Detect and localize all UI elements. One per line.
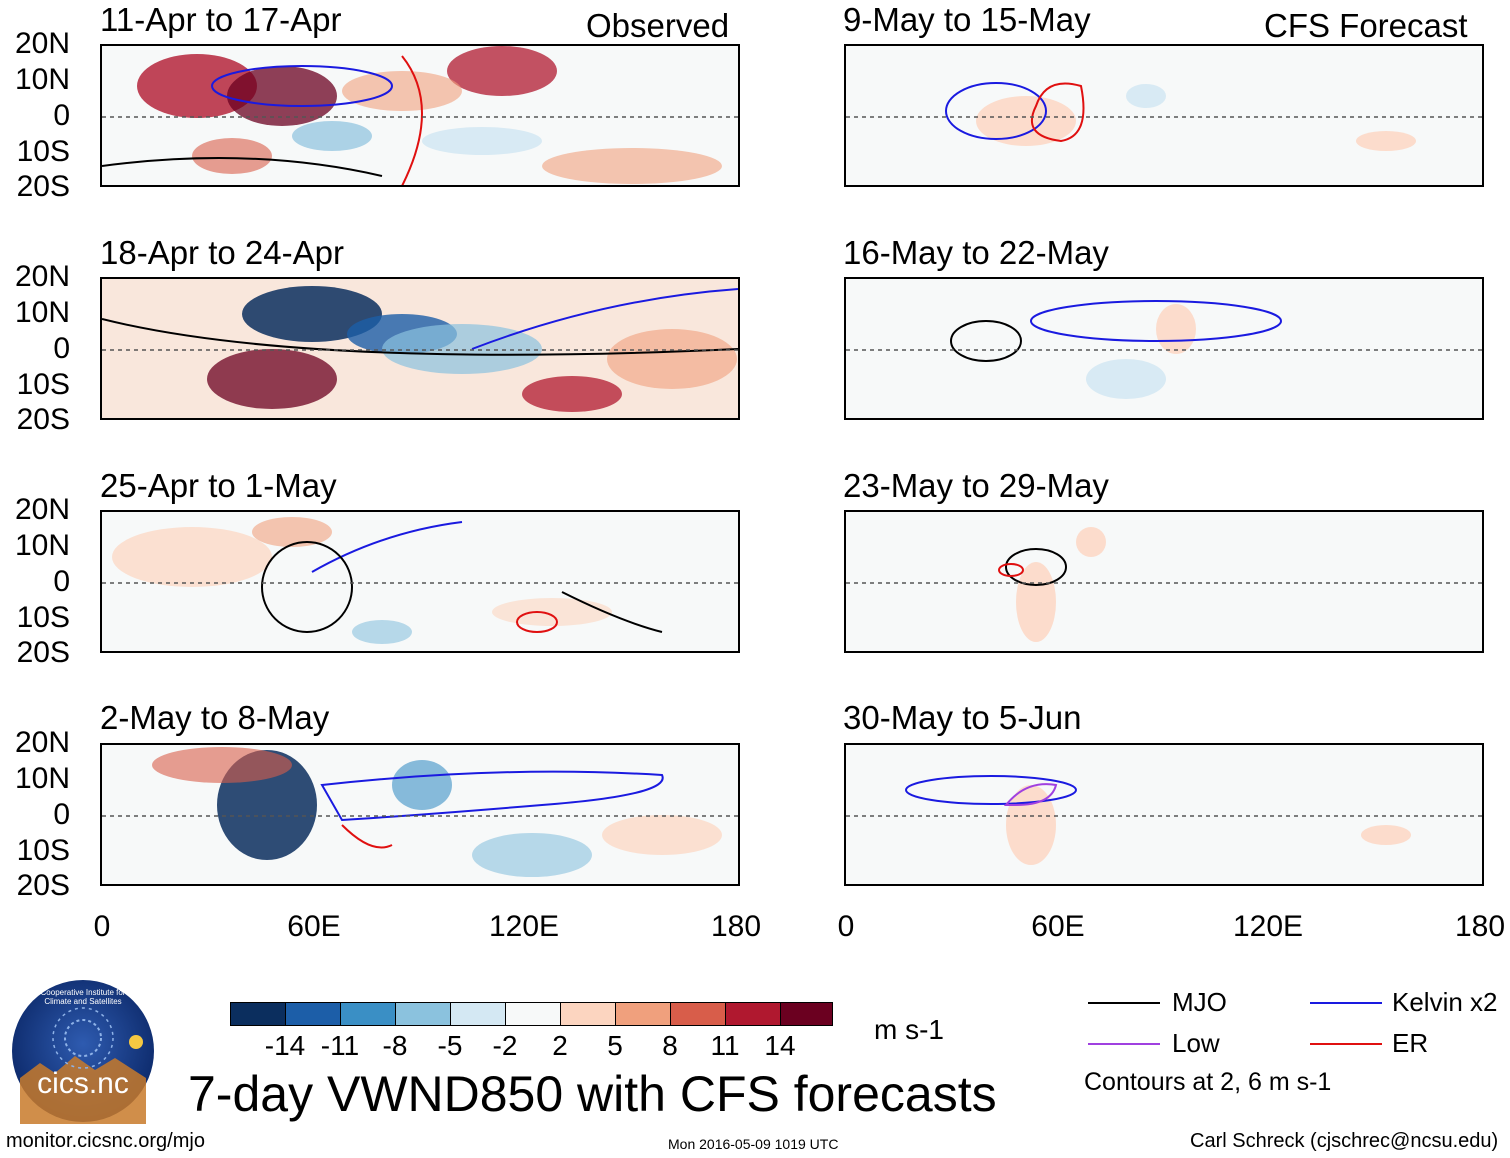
lat-label: 10S [16,135,70,168]
lat-label: 20N [14,27,70,60]
lat-label: 10N [14,762,70,795]
forecast-map-3 [844,510,1484,653]
colorbar-label: -5 [437,1030,463,1061]
footer-timestamp: Mon 2016-05-09 1019 UTC [668,1136,839,1152]
observed-panel-2-title: 18-Apr to 24-Apr [100,234,344,271]
observed-map-4-field [102,747,738,877]
lat-label: 20N [14,260,70,293]
forecast-map-2 [844,277,1484,420]
lat-label: 10S [16,834,70,867]
lon-label: 120E [488,910,560,943]
colorbar-swatch [560,1002,616,1026]
colorbar-label: -14 [264,1030,306,1061]
lat-label: 10N [14,529,70,562]
figure-title: 7-day VWND850 with CFS forecasts [188,1066,997,1122]
colorbar-swatch [670,1002,726,1026]
forecast-label: CFS Forecast [1264,7,1468,44]
forecast-map-1 [844,44,1484,187]
colorbar-swatch [725,1002,781,1026]
legend-label-low: Low [1172,1028,1220,1058]
logo-ring-text: Cooperative Institute for Climate and Sa… [40,988,126,1006]
lat-label: 10N [14,63,70,96]
forecast-map-4-field [846,775,1482,865]
lat-label: 10N [14,296,70,329]
observed-panel-1-title: 11-Apr to 17-Apr [100,1,342,38]
observed-label: Observed [586,7,730,44]
lat-label: 10S [16,601,70,634]
lon-label: 60E [1031,910,1085,943]
legend-label-kelvin: Kelvin x2 [1392,987,1498,1017]
observed-panel-4-title: 2-May to 8-May [100,699,330,736]
lon-label: 180 [1454,910,1506,943]
observed-map-2 [100,277,740,420]
lat-label: 20S [16,636,70,669]
colorbar-swatch [395,1002,451,1026]
footer-author: Carl Schreck (cjschrec@ncsu.edu) [1190,1130,1499,1152]
observed-map-3 [100,510,740,653]
logo-text: cics.nc [37,1067,129,1100]
colorbar-label: 5 [607,1030,623,1061]
colorbar-label: -8 [382,1030,408,1061]
forecast-map-4 [844,743,1484,886]
colorbar-label: 11 [710,1030,740,1061]
legend-swatch-mjo [1088,1002,1160,1004]
lat-label: 0 [53,99,70,132]
legend-swatch-er [1310,1043,1382,1045]
colorbar-swatch [780,1002,833,1026]
observed-map-1-field [102,46,738,185]
legend-note: Contours at 2, 6 m s-1 [1084,1068,1332,1096]
observed-map-1 [100,44,740,187]
lat-label: 20S [16,170,70,203]
colorbar-label: -11 [320,1030,360,1061]
lat-label: 20N [14,493,70,526]
footer-url[interactable]: monitor.cicsnc.org/mjo [6,1130,205,1152]
legend-label-er: ER [1392,1028,1429,1058]
forecast-map-3-field [846,527,1482,642]
cicsnc-logo[interactable]: cics.nc Cooperative Institute for Climat… [10,978,156,1124]
legend-swatch-kelvin [1310,1002,1382,1004]
colorbar-swatch [340,1002,396,1026]
lon-label: 0 [837,910,855,943]
colorbar-swatch [285,1002,341,1026]
legend-swatch-low [1088,1043,1160,1045]
lat-label: 0 [53,565,70,598]
lon-label: 0 [93,910,111,943]
colorbar-swatch [230,1002,286,1026]
colorbar-label: 14 [764,1030,796,1061]
colorbar-label: -2 [492,1030,518,1061]
lat-label: 20N [14,726,70,759]
colorbar-label: 8 [662,1030,678,1061]
lon-label: 60E [287,910,341,943]
observed-map-3-field [102,517,738,644]
lon-label: 120E [1232,910,1304,943]
legend-label-mjo: MJO [1172,987,1227,1017]
forecast-map-1-field [846,82,1482,151]
observed-panel-3-title: 25-Apr to 1-May [100,467,337,504]
colorbar-label: 2 [552,1030,568,1061]
colorbar-swatch [505,1002,561,1026]
forecast-panel-3-title: 23-May to 29-May [843,467,1109,504]
lat-label: 0 [53,332,70,365]
cicsnc-logo-graphic [12,980,154,1124]
colorbar-units: m s-1 [874,1014,944,1045]
lon-label: 180 [710,910,762,943]
lat-label: 0 [53,798,70,831]
observed-map-2-field [102,279,738,418]
forecast-panel-2-title: 16-May to 22-May [843,234,1109,271]
colorbar-swatch [450,1002,506,1026]
lat-label: 10S [16,368,70,401]
forecast-panel-4-title: 30-May to 5-Jun [843,699,1082,736]
forecast-map-2-field [846,300,1482,399]
lat-label: 20S [16,403,70,436]
colorbar-swatch [615,1002,671,1026]
lat-label: 20S [16,869,70,902]
observed-map-4 [100,743,740,886]
forecast-panel-1-title: 9-May to 15-May [843,1,1091,38]
